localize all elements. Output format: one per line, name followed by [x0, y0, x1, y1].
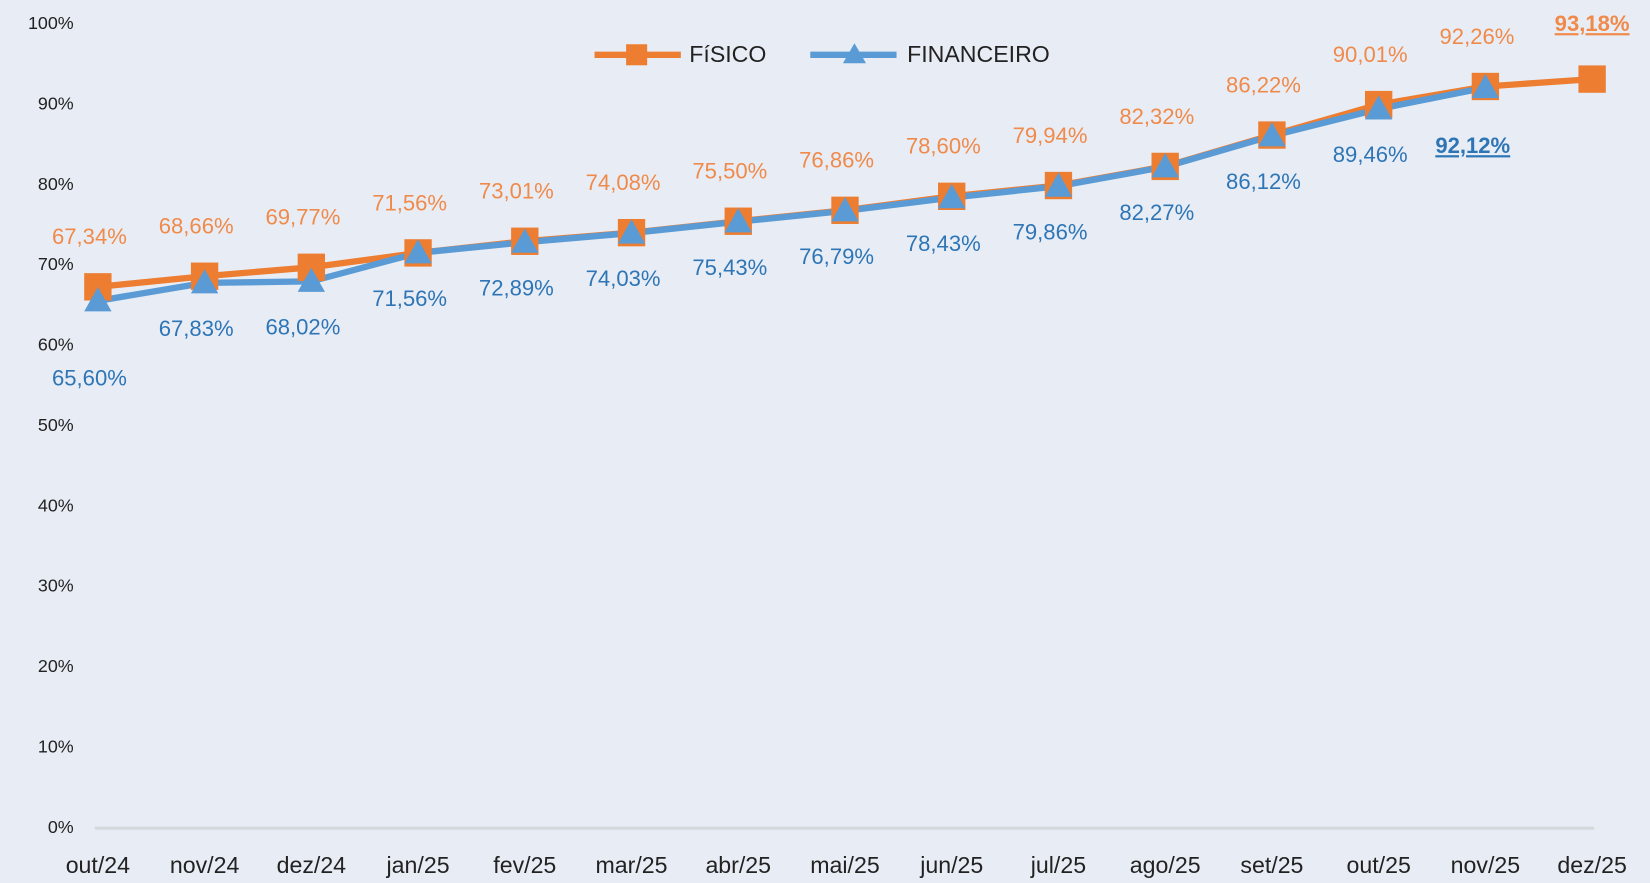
x-tick-label: mar/25: [596, 852, 668, 878]
y-tick-label: 0%: [48, 817, 74, 837]
x-tick-label: jun/25: [919, 852, 983, 878]
x-tick-label: set/25: [1240, 852, 1303, 878]
x-tick-label: nov/24: [170, 852, 240, 878]
x-tick-label: dez/24: [277, 852, 347, 878]
y-tick-label: 10%: [38, 737, 74, 757]
legend-marker: [842, 43, 867, 64]
data-label: 71,56%: [372, 286, 447, 311]
y-tick-label: 40%: [38, 495, 74, 515]
marker: [404, 239, 432, 264]
marker: [724, 208, 752, 233]
marker: [1151, 153, 1179, 178]
x-tick-label: mai/25: [810, 852, 879, 878]
data-label: 82,27%: [1119, 200, 1194, 225]
data-label: 82,32%: [1119, 104, 1194, 129]
y-tick-label: 100%: [28, 13, 74, 33]
marker: [190, 269, 219, 294]
x-tick-label: jul/25: [1030, 852, 1086, 878]
x-tick-label: out/24: [66, 852, 130, 878]
data-label: 93,18%: [1555, 11, 1630, 36]
y-tick-label: 60%: [38, 335, 74, 355]
marker: [1044, 172, 1073, 197]
x-tick-label: nov/25: [1451, 852, 1520, 878]
series-line: [97, 84, 1487, 304]
data-label: 86,22%: [1226, 72, 1301, 97]
data-label: 79,86%: [1013, 219, 1088, 244]
y-tick-label: 80%: [38, 174, 74, 194]
data-label: 90,01%: [1333, 42, 1408, 67]
x-tick-label: abr/25: [705, 852, 771, 878]
marker: [84, 287, 112, 312]
data-label: 76,86%: [799, 148, 874, 173]
y-tick-label: 70%: [38, 254, 74, 274]
marker: [511, 228, 539, 253]
y-tick-label: 30%: [38, 576, 74, 596]
y-tick-label: 20%: [38, 656, 74, 676]
y-tick-label: 50%: [38, 415, 74, 435]
data-label: 74,08%: [586, 170, 661, 195]
marker: [1471, 73, 1500, 99]
data-label: 67,83%: [159, 316, 234, 341]
data-label: 78,43%: [906, 231, 981, 256]
data-label: 86,12%: [1226, 169, 1301, 194]
data-label: 75,50%: [692, 159, 767, 184]
data-label: 78,60%: [906, 134, 981, 159]
x-tick-label: fev/25: [493, 852, 556, 878]
legend-label: FINANCEIRO: [907, 41, 1050, 67]
data-label: 74,03%: [586, 266, 661, 291]
data-label: 79,94%: [1013, 123, 1088, 148]
legend-label: FíSICO: [689, 41, 766, 67]
data-label: 69,77%: [265, 205, 340, 230]
data-label: 92,26%: [1440, 24, 1515, 49]
data-label: 71,56%: [372, 190, 447, 215]
data-label: 89,46%: [1333, 142, 1408, 167]
marker: [297, 267, 326, 292]
data-label: 76,79%: [799, 244, 874, 269]
marker: [1578, 65, 1606, 93]
marker: [938, 183, 966, 209]
data-label: 72,89%: [479, 275, 554, 300]
data-label: 75,43%: [692, 255, 767, 280]
data-label: 68,66%: [159, 214, 234, 239]
marker: [831, 197, 859, 222]
data-label: 65,60%: [52, 366, 127, 391]
marker: [1364, 95, 1393, 120]
data-label: 73,01%: [479, 179, 554, 204]
data-label: 67,34%: [52, 224, 127, 249]
x-tick-label: dez/25: [1557, 852, 1626, 878]
y-tick-label: 90%: [38, 93, 74, 113]
x-tick-label: ago/25: [1130, 852, 1201, 878]
x-tick-label: out/25: [1346, 852, 1410, 878]
data-label: 92,12%: [1435, 133, 1510, 158]
marker: [1258, 122, 1286, 147]
marker: [617, 219, 646, 244]
data-label: 68,02%: [265, 315, 340, 340]
x-tick-label: jan/25: [386, 852, 450, 878]
legend-marker: [626, 44, 648, 66]
